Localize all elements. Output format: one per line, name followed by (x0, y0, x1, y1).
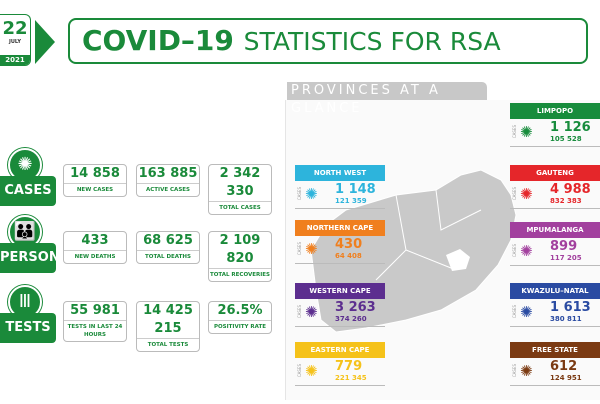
province-new-cases: 612 (550, 359, 578, 374)
stat-label: TOTAL CASES (219, 205, 261, 211)
stat-box: 2 342 330 TOTAL CASES (208, 164, 272, 215)
province-total-cases: 117 205 (550, 254, 582, 262)
stat-box: 433 NEW DEATHS (63, 231, 127, 264)
province-card: GAUTENG CASES ✺ 4 988 832 383 (510, 165, 600, 209)
stat-value: 68 625 (137, 232, 199, 251)
stat-label: ACTIVE CASES (146, 187, 190, 193)
category-label: PERSONS (0, 243, 69, 273)
province-total-cases: 64 408 (335, 252, 362, 260)
stat-value: 26.5% (209, 302, 271, 321)
title-bold: COVID–19 (82, 24, 234, 57)
province-card: MPUMALANGA CASES ✺ 899 117 205 (510, 222, 600, 266)
stat-value: 2 109 820 (209, 232, 271, 269)
provinces-title: PROVINCES AT A GLANCE (287, 82, 487, 116)
province-card: NORTH WEST CASES ✺ 1 148 121 359 (295, 165, 385, 209)
province-new-cases: 4 988 (550, 182, 591, 197)
province-total-cases: 124 951 (550, 374, 582, 382)
stat-box: 14 858 NEW CASES (63, 164, 127, 197)
province-name: MPUMALANGA (510, 222, 600, 238)
stat-box: 26.5% POSITIVITY RATE (208, 301, 272, 334)
province-name: GAUTENG (510, 165, 600, 181)
province-new-cases: 899 (550, 239, 578, 254)
virus-icon: ✺ (305, 362, 318, 380)
stat-label: NEW DEATHS (74, 254, 116, 260)
virus-icon: ✺ (305, 240, 318, 258)
province-card: EASTERN CAPE CASES ✺ 779 221 345 (295, 342, 385, 386)
stat-label: TESTS IN LAST 24 HOURS (67, 324, 123, 338)
province-name: NORTHERN CAPE (295, 220, 385, 236)
stat-label: POSITIVITY RATE (213, 324, 267, 330)
title-rest: STATISTICS FOR RSA (243, 27, 501, 56)
date-badge: 22 JULY 2021 (0, 14, 31, 66)
category-label: CASES (0, 176, 56, 206)
province-total-cases: 221 345 (335, 374, 367, 382)
stat-box: 55 981 TESTS IN LAST 24 HOURS (63, 301, 127, 342)
stat-value: 163 885 (137, 165, 199, 184)
cases-label: CASES (297, 242, 302, 256)
stat-label: TOTAL DEATHS (145, 254, 191, 260)
stat-box: 163 885 ACTIVE CASES (136, 164, 200, 197)
province-card: WESTERN CAPE CASES ✺ 3 263 374 260 (295, 283, 385, 327)
cases-label: CASES (512, 187, 517, 201)
province-card: NORTHERN CAPE CASES ✺ 430 64 408 (295, 220, 385, 264)
province-new-cases: 3 263 (335, 300, 376, 315)
stat-value: 14 858 (64, 165, 126, 184)
virus-icon: ✺ (520, 123, 533, 141)
province-total-cases: 105 528 (550, 135, 582, 143)
cases-label: CASES (512, 305, 517, 319)
cases-label: CASES (512, 364, 517, 378)
province-name: NORTH WEST (295, 165, 385, 181)
virus-icon: ✺ (305, 303, 318, 321)
cases-label: CASES (297, 305, 302, 319)
province-total-cases: 374 260 (335, 315, 367, 323)
province-name: KWAZULU–NATAL (510, 283, 600, 299)
virus-icon: ✺ (520, 242, 533, 260)
cases-label: CASES (512, 125, 517, 139)
stat-label: TOTAL TESTS (147, 342, 189, 348)
province-name: FREE STATE (510, 342, 600, 358)
stat-box: 2 109 820 TOTAL RECOVERIES (208, 231, 272, 282)
cases-label: CASES (512, 244, 517, 258)
category-label: TESTS (0, 313, 56, 343)
stat-box: 68 625 TOTAL DEATHS (136, 231, 200, 264)
province-new-cases: 1 126 (550, 120, 591, 135)
date-day: 22 (2, 18, 28, 39)
cases-label: CASES (297, 364, 302, 378)
stat-label: NEW CASES (76, 187, 114, 193)
province-total-cases: 380 811 (550, 315, 582, 323)
virus-icon: ✺ (520, 303, 533, 321)
stat-value: 55 981 (64, 302, 126, 321)
virus-icon: ✺ (520, 362, 533, 380)
province-new-cases: 779 (335, 359, 363, 374)
stat-value: 433 (64, 232, 126, 251)
province-name: WESTERN CAPE (295, 283, 385, 299)
stat-label: TOTAL RECOVERIES (210, 272, 270, 278)
province-card: KWAZULU–NATAL CASES ✺ 1 613 380 811 (510, 283, 600, 327)
province-card: FREE STATE CASES ✺ 612 124 951 (510, 342, 600, 386)
province-total-cases: 121 359 (335, 197, 367, 205)
virus-icon: ✺ (520, 185, 533, 203)
stat-value: 14 425 215 (137, 302, 199, 339)
province-total-cases: 832 383 (550, 197, 582, 205)
province-name: EASTERN CAPE (295, 342, 385, 358)
cases-label: CASES (297, 187, 302, 201)
date-year: 2021 (0, 55, 30, 65)
date-month: JULY (9, 39, 21, 45)
stat-value: 2 342 330 (209, 165, 271, 202)
arrow-icon (35, 20, 55, 64)
province-new-cases: 1 148 (335, 182, 376, 197)
virus-icon: ✺ (305, 185, 318, 203)
page-title: COVID–19 STATISTICS FOR RSA (68, 18, 588, 64)
province-name: LIMPOPO (510, 103, 600, 119)
province-new-cases: 1 613 (550, 300, 591, 315)
province-card: LIMPOPO CASES ✺ 1 126 105 528 (510, 103, 600, 147)
province-new-cases: 430 (335, 237, 363, 252)
stat-box: 14 425 215 TOTAL TESTS (136, 301, 200, 352)
